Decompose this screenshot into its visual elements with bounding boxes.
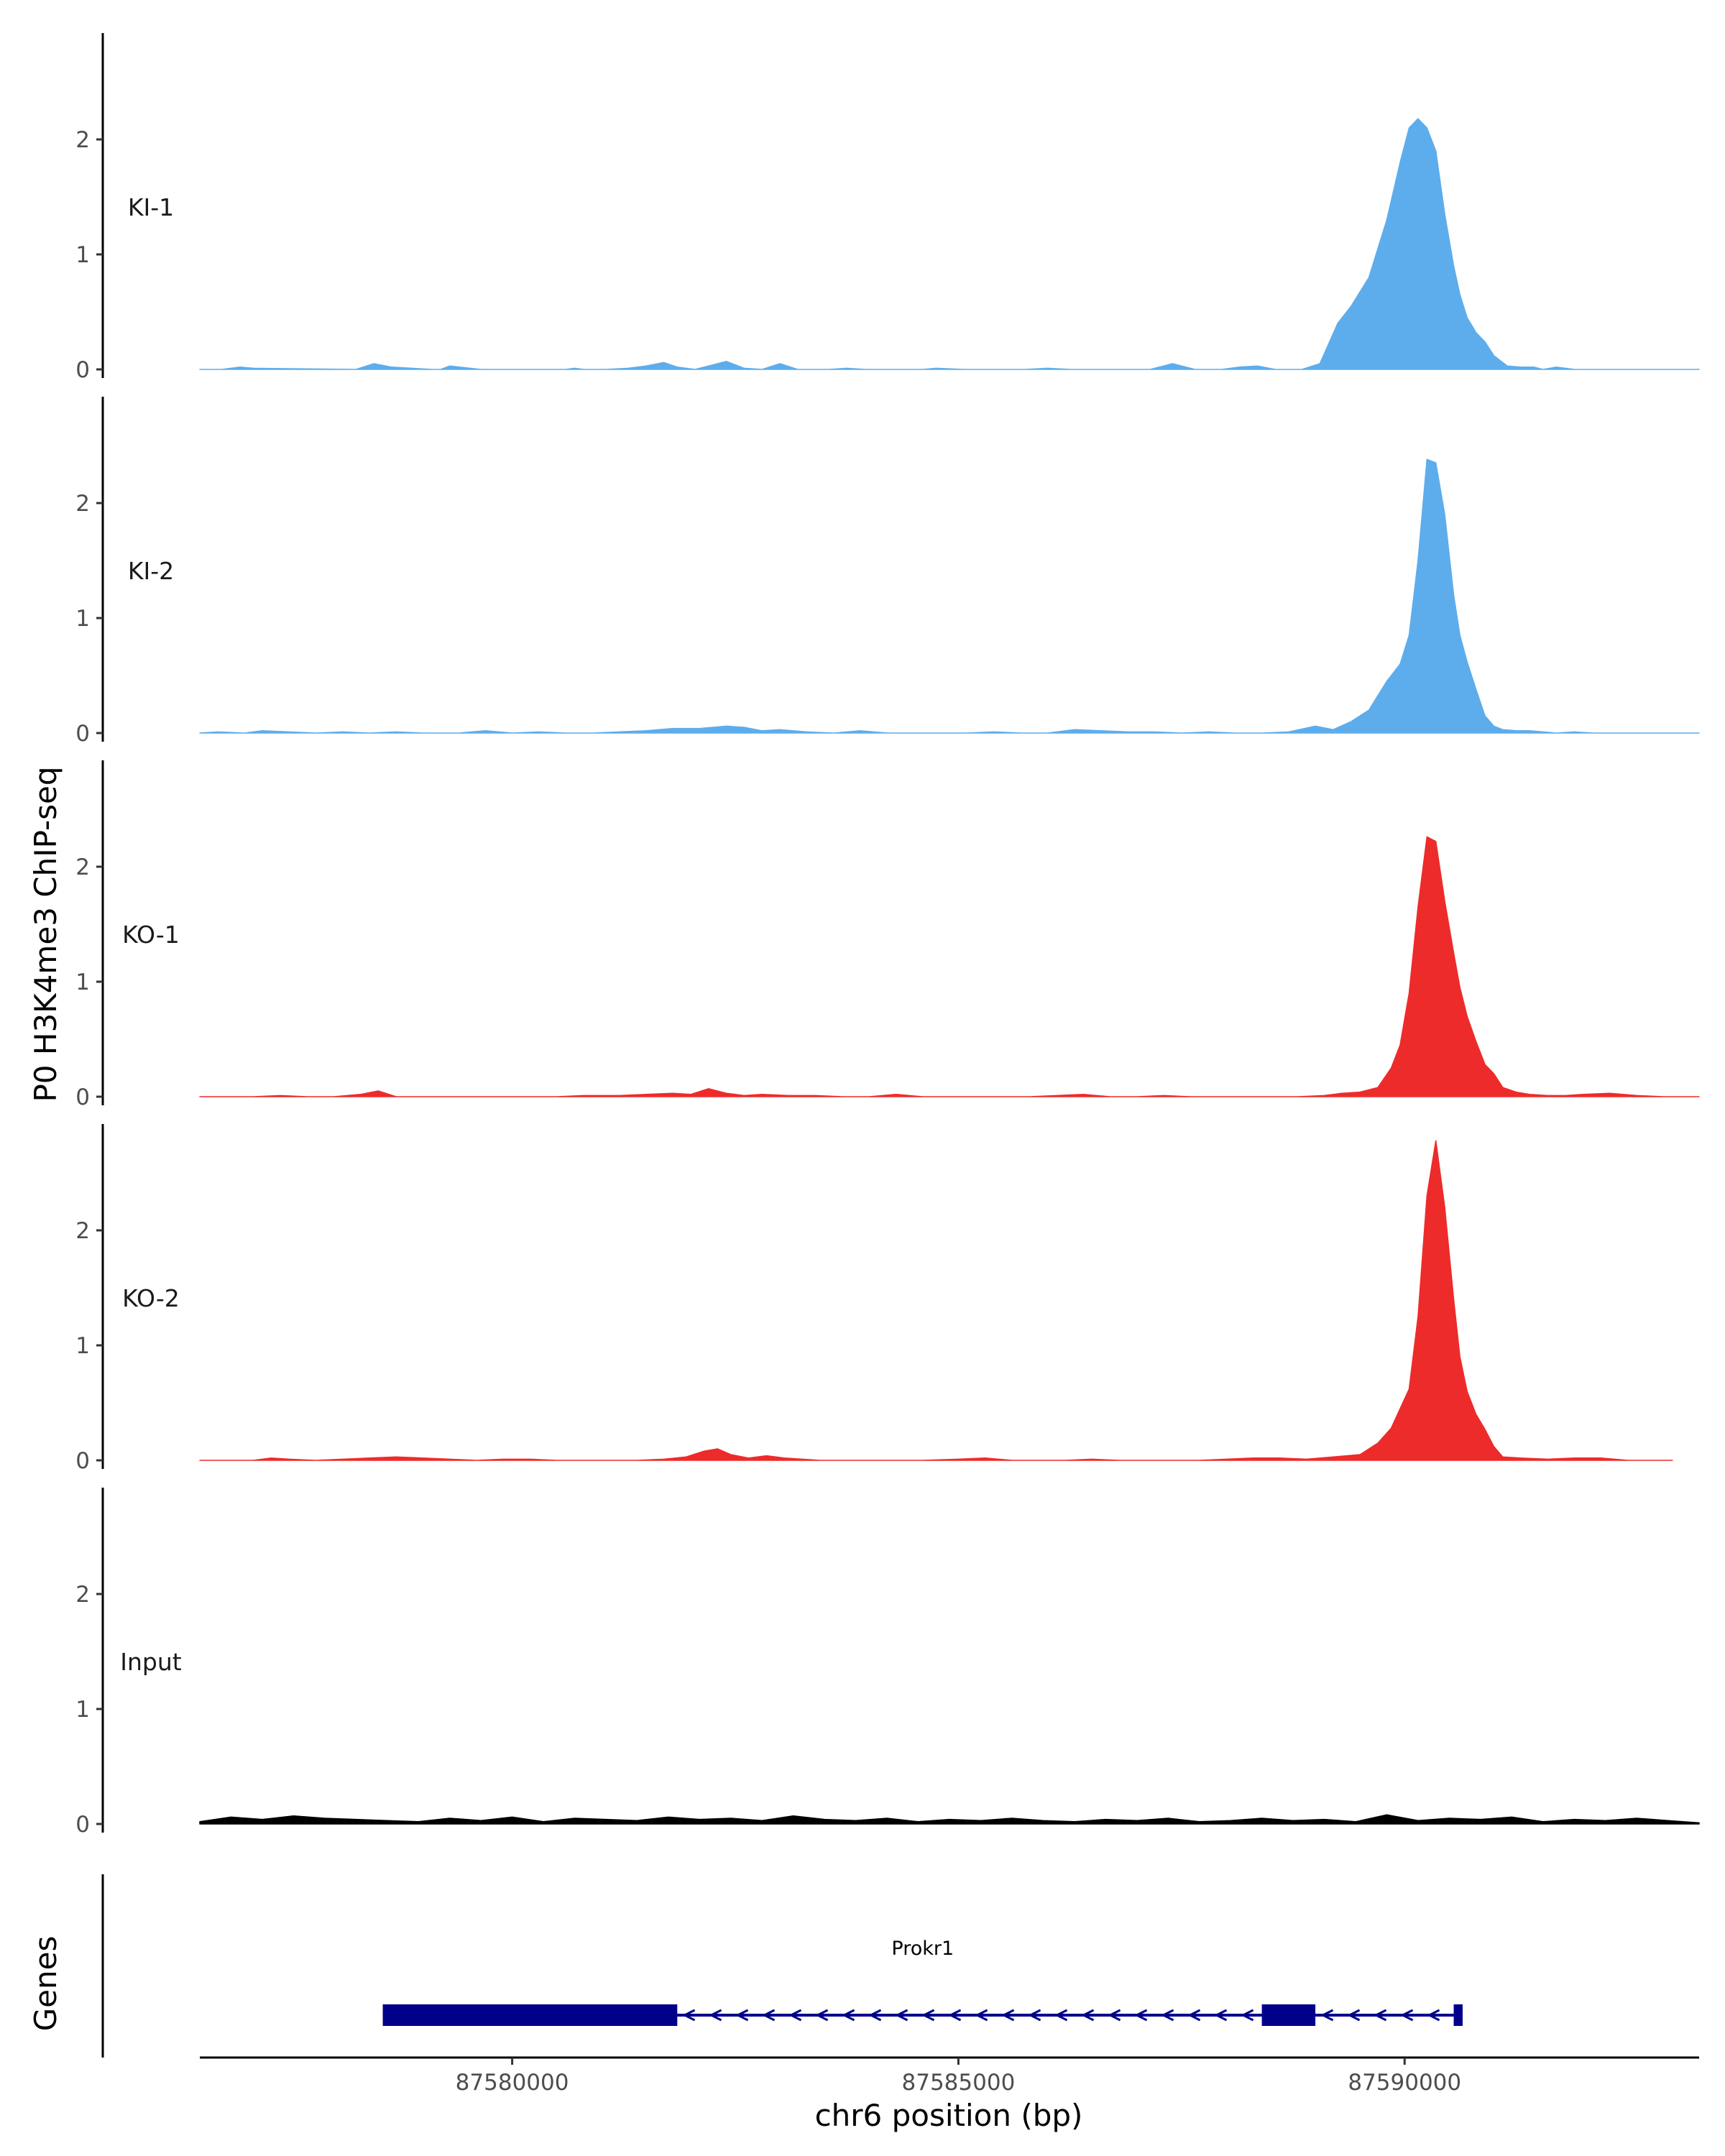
- track-label: KI-1: [128, 193, 174, 221]
- y-tick-label: 2: [75, 491, 90, 517]
- y-tick-label: 0: [75, 1448, 90, 1474]
- strand-arrow: [815, 2009, 829, 2022]
- strand-arrow: [682, 2009, 696, 2022]
- track-panel: 0 1 2 KO-1: [75, 760, 1700, 1110]
- x-tick-label: 87590000: [1348, 2070, 1461, 2096]
- coverage-area: [199, 1140, 1673, 1461]
- strand-arrow: [1161, 2009, 1174, 2022]
- strand-arrow: [921, 2009, 935, 2022]
- y-tick-label: 0: [75, 1084, 90, 1110]
- strand-arrow: [1241, 2009, 1254, 2022]
- track-label: Input: [120, 1648, 182, 1676]
- strand-arrow: [842, 2009, 855, 2022]
- strand-arrow: [1054, 2009, 1068, 2022]
- x-tick-label: 87585000: [902, 2070, 1016, 2096]
- y-tick-label: 2: [75, 127, 90, 153]
- track-panel: 0 1 2 KI-2: [75, 397, 1700, 747]
- y-tick-label: 2: [75, 1582, 90, 1608]
- y-tick-label: 1: [75, 606, 90, 632]
- signal-tracks: 0 1 2 KI-1 0 1 2 KI-2 0 1 2 KO-1 0 1 2 KO-2 0 1 2 Input: [75, 33, 1700, 1838]
- strand-arrow: [868, 2009, 882, 2022]
- genes-axis-title: Genes: [28, 1936, 63, 2032]
- y-tick-label: 0: [75, 721, 90, 747]
- y-axis-title: P0 H3K4me3 ChIP-seq: [28, 766, 63, 1102]
- strand-arrow: [1081, 2009, 1095, 2022]
- strand-arrow: [1427, 2009, 1440, 2022]
- strand-arrow: [788, 2009, 802, 2022]
- strand-arrow: [1001, 2009, 1015, 2022]
- gene-name-label: Prokr1: [891, 1938, 954, 1960]
- x-axis: chr6 position (bp) 87580000 87585000 87590…: [200, 2056, 1699, 2133]
- strand-arrow: [709, 2009, 722, 2022]
- strand-arrow: [1400, 2009, 1414, 2022]
- y-tick-label: 0: [75, 357, 90, 383]
- gene-model: [382, 2004, 1463, 2026]
- track-panel: 0 1 2 KI-1: [75, 33, 1700, 383]
- strand-arrow: [948, 2009, 962, 2022]
- strand-arrow: [1214, 2009, 1228, 2022]
- coverage-area: [199, 459, 1700, 734]
- strand-arrow: [1134, 2009, 1148, 2022]
- strand-arrow: [895, 2009, 908, 2022]
- y-tick-label: 0: [75, 1812, 90, 1838]
- gene-exon: [1261, 2004, 1316, 2026]
- strand-arrow: [762, 2009, 776, 2022]
- track-label: KO-2: [122, 1284, 180, 1312]
- strand-arrow: [735, 2009, 749, 2022]
- coverage-area: [199, 118, 1700, 370]
- strand-arrow: [1347, 2009, 1361, 2022]
- strand-arrow: [1320, 2009, 1334, 2022]
- y-tick-label: 1: [75, 1333, 90, 1359]
- gene-exon: [382, 2004, 678, 2026]
- x-axis-title: chr6 position (bp): [815, 2098, 1083, 2133]
- x-tick-label: 87580000: [456, 2070, 569, 2096]
- coverage-area: [199, 836, 1700, 1097]
- strand-arrow: [1187, 2009, 1201, 2022]
- strand-arrow: [1108, 2009, 1121, 2022]
- y-tick-label: 2: [75, 854, 90, 880]
- track-label: KI-2: [128, 557, 174, 585]
- genes-panel: Genes Prokr1: [28, 1874, 1463, 2058]
- y-tick-label: 2: [75, 1218, 90, 1244]
- strand-arrow: [1374, 2009, 1387, 2022]
- y-tick-label: 1: [75, 969, 90, 995]
- track-label: KO-1: [122, 921, 180, 949]
- coverage-area: [199, 1814, 1700, 1825]
- track-panel: 0 1 2 KO-2: [75, 1124, 1673, 1474]
- y-tick-label: 1: [75, 1697, 90, 1723]
- strand-arrow: [1028, 2009, 1041, 2022]
- track-panel: 0 1 2 Input: [75, 1488, 1700, 1838]
- gene-exon: [1453, 2004, 1463, 2026]
- y-tick-label: 1: [75, 242, 90, 268]
- strand-arrow: [975, 2009, 988, 2022]
